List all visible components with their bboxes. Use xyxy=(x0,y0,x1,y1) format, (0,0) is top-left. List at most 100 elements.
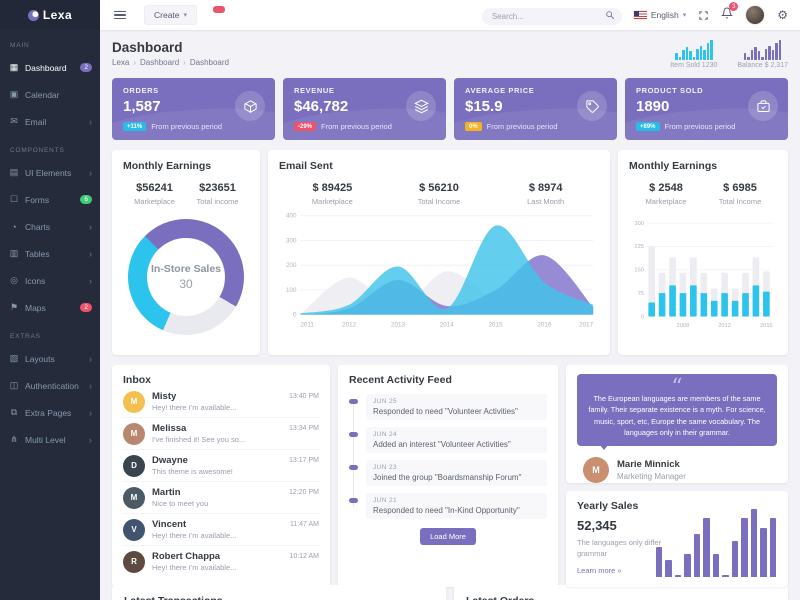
mini-stat-label: Balance $ 2,317 xyxy=(737,62,788,69)
avatar: V xyxy=(123,518,145,541)
breadcrumb-item[interactable]: Dashboard xyxy=(140,58,180,67)
timeline-dot-icon xyxy=(349,465,358,470)
avatar: R xyxy=(123,550,145,573)
in-store-sales-donut-chart: In-Store Sales 30 xyxy=(128,219,244,335)
mini-stat: Item Sold 1230 xyxy=(670,40,717,69)
avatar: D xyxy=(123,454,145,477)
sidebar-item-layouts[interactable]: ▧ Layouts › xyxy=(9,353,92,364)
svg-text:2012: 2012 xyxy=(342,321,357,328)
message-sender: Misty xyxy=(152,390,177,402)
breadcrumb-item[interactable]: Dashboard xyxy=(189,58,229,67)
inbox-message-melissa[interactable]: M Melissa I've finished it! See you so..… xyxy=(123,418,319,450)
fullscreen-icon[interactable] xyxy=(698,10,709,21)
message-time: 13:17 PM xyxy=(289,456,319,464)
metric-value: $23651 xyxy=(199,182,236,194)
inbox-message-robert-chappa[interactable]: R Robert Chappa Hey! there I'm available… xyxy=(123,546,319,577)
message-preview: Nice to meet you xyxy=(152,499,209,509)
inbox-message-dwayne[interactable]: D Dwayne This theme is awesome! 13:17 PM xyxy=(123,450,319,482)
sidebar: Lexa Main ▦ Dashboard 2 ▣ Calendar ✉ Ema… xyxy=(0,0,100,600)
svg-text:2014: 2014 xyxy=(440,321,455,328)
breadcrumb-item[interactable]: Lexa xyxy=(112,58,130,67)
language-label: English xyxy=(650,10,679,20)
breadcrumb: Lexa › Dashboard › Dashboard xyxy=(112,58,229,67)
language-selector[interactable]: English ▾ xyxy=(633,10,686,20)
sidebar-section-title: Main xyxy=(10,42,30,49)
sidebar-item-calendar[interactable]: ▣ Calendar xyxy=(9,89,60,100)
activity-date: JUN 21 xyxy=(373,497,398,504)
sidebar-section-title: Extras xyxy=(10,333,41,340)
menu-toggle-icon[interactable] xyxy=(112,7,128,24)
create-button[interactable]: Create ▾ xyxy=(144,5,198,25)
charts-icon: ◔ xyxy=(11,221,17,232)
donut-center-value: 30 xyxy=(179,277,193,291)
sidebar-item-dashboard[interactable]: ▦ Dashboard 2 xyxy=(0,54,100,81)
tables-icon: ▥ xyxy=(9,248,19,258)
icons-icon: ◎ xyxy=(10,275,18,285)
sidebar-item-charts[interactable]: ◔ Charts › xyxy=(0,213,100,240)
quote-text: The European languages are members of th… xyxy=(588,394,766,437)
timeline-dot-icon xyxy=(349,432,358,437)
cube-icon xyxy=(235,91,265,121)
us-flag-icon xyxy=(633,11,647,19)
layers-icon xyxy=(406,91,436,121)
inbox-list: M Misty Hey! there I'm available... 13:4… xyxy=(123,386,319,577)
sidebar-badge: 2 xyxy=(80,302,92,313)
inbox-message-misty[interactable]: M Misty Hey! there I'm available... 13:4… xyxy=(123,386,319,418)
search-icon[interactable] xyxy=(605,10,615,20)
tag-icon xyxy=(577,91,607,121)
svg-text:0: 0 xyxy=(293,312,297,319)
brand-logo[interactable]: Lexa xyxy=(0,0,100,30)
metric: $ 56210 Total Income xyxy=(386,182,493,206)
message-sender: Dwayne xyxy=(152,454,188,466)
brand-name: Lexa xyxy=(42,8,73,22)
sidebar-item-tables[interactable]: ▥ Tables › xyxy=(9,248,92,259)
sidebar-item-maps[interactable]: ⚑ Maps 2 xyxy=(0,294,100,321)
activity-item: JUN 24 Added an interest "Volunteer Acti… xyxy=(349,427,547,453)
monthly-earnings-bar-card: Monthly Earnings $ 2548 Marketplace $ 69… xyxy=(618,150,788,355)
briefcase-icon xyxy=(748,91,778,121)
sidebar-item-icons[interactable]: ◎ Icons › xyxy=(0,267,100,294)
metric-value: $56241 xyxy=(136,182,173,194)
chevron-right-icon: › xyxy=(89,167,92,178)
svg-text:2016: 2016 xyxy=(760,323,773,329)
sidebar-item-forms[interactable]: ☐ Forms 6 xyxy=(0,186,100,213)
person-role: Marketing Manager xyxy=(617,472,686,482)
monthly-earnings-donut-card: Monthly Earnings $56241 Marketplace $236… xyxy=(112,150,260,355)
chevron-right-icon: › xyxy=(89,407,92,418)
metric: $ 89425 Marketplace xyxy=(279,182,386,206)
sidebar-item-email[interactable]: ✉ Email › xyxy=(0,108,100,135)
message-sender: Melissa xyxy=(152,422,187,434)
stat-card-badge: -29% xyxy=(294,122,317,131)
metric: $23651 Total income xyxy=(186,182,249,206)
sidebar-item-extra-pages[interactable]: ⧉ Extra Pages › xyxy=(0,399,100,426)
avatar: M xyxy=(123,422,145,445)
sidebar-item-ui-elements[interactable]: ▤ UI Elements › xyxy=(9,167,92,178)
card-title: Email Sent xyxy=(279,160,333,172)
load-more-button[interactable]: Load More xyxy=(420,528,476,545)
donut-center-title: In-Store Sales xyxy=(150,263,222,275)
timeline-dot-icon xyxy=(349,399,358,404)
svg-text:300: 300 xyxy=(634,221,644,227)
mini-stat: Balance $ 2,317 xyxy=(737,40,788,69)
inbox-message-vincent[interactable]: V Vincent Hey! there I'm available... 11… xyxy=(123,514,319,546)
stat-card-orders: ORDERS 1,587 +11% From previous period xyxy=(112,78,275,140)
message-time: 10:12 AM xyxy=(289,552,319,560)
user-avatar[interactable] xyxy=(745,5,766,25)
stat-card-note: From previous period xyxy=(486,122,558,131)
sidebar-item-authentication[interactable]: ◫ Authentication › xyxy=(9,380,92,391)
latest-transactions-card: Latest Transactions xyxy=(112,585,446,600)
latest-orders-card: Latest Orders xyxy=(454,585,788,600)
notifications-button[interactable]: 3 xyxy=(721,2,739,24)
activity-feed-card: Recent Activity Feed JUN 25 Responded to… xyxy=(338,365,558,587)
sparkbar-chart xyxy=(675,40,713,60)
message-preview: I've finished it! See you so... xyxy=(152,435,246,445)
inbox-message-martin[interactable]: M Martin Nice to meet you 12:20 PM xyxy=(123,482,319,514)
learn-more-link[interactable]: Learn more » xyxy=(577,565,622,575)
yearly-sales-value: 52,345 xyxy=(577,518,617,533)
maps-icon: ⚑ xyxy=(9,302,19,312)
sidebar-item-multi-level[interactable]: ⋔ Multi Level › xyxy=(0,426,100,453)
stat-card-title: REVENUE xyxy=(294,86,335,95)
search-input[interactable] xyxy=(481,7,622,25)
settings-gear-icon[interactable]: ⚙ xyxy=(777,8,788,22)
